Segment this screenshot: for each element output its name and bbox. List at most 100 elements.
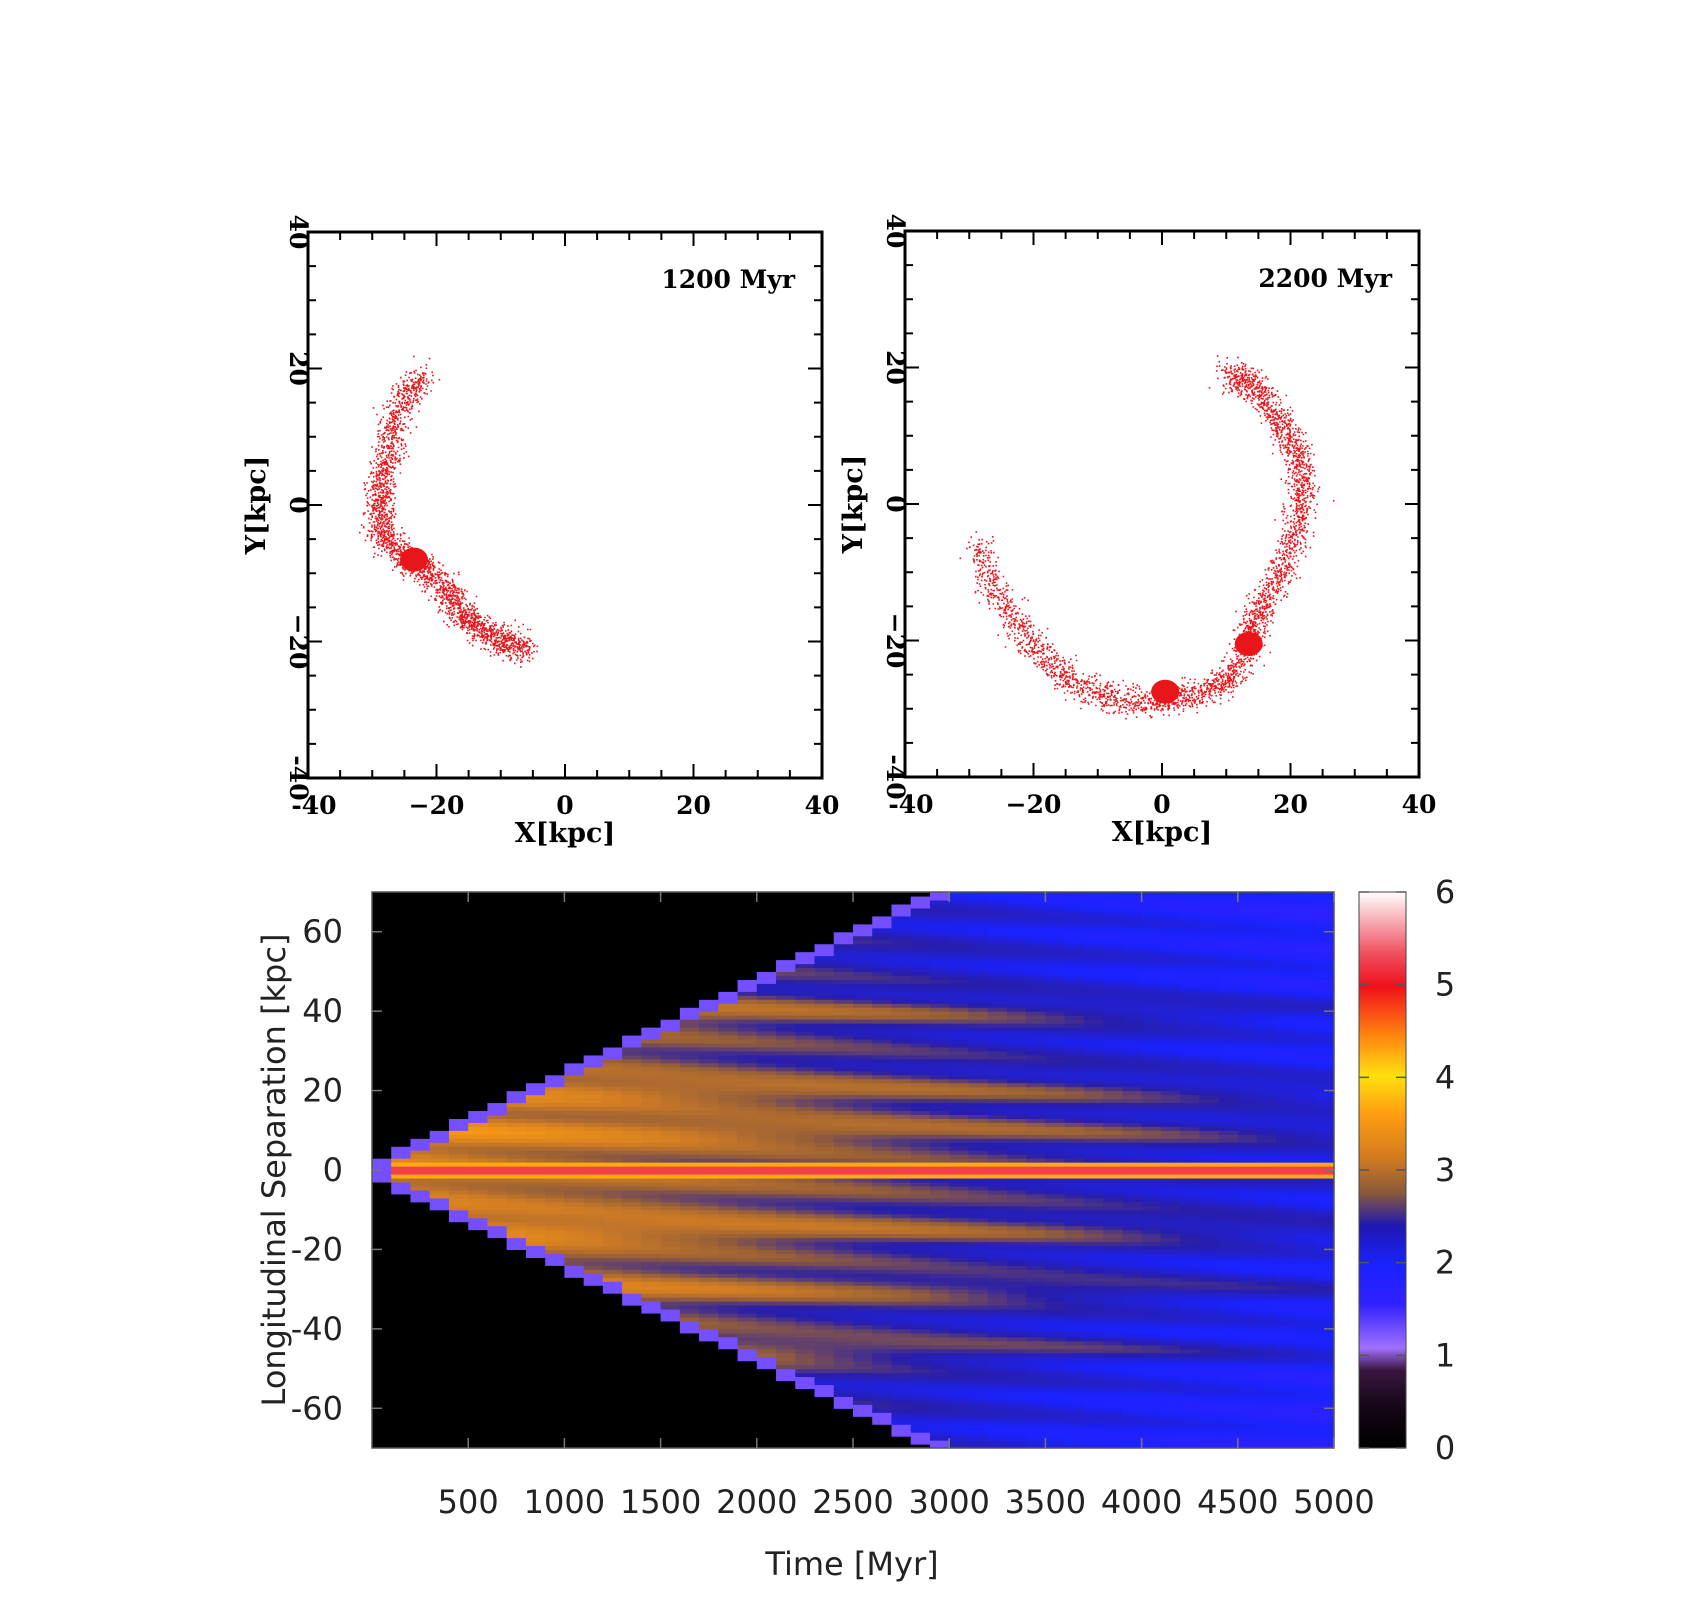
heatmap-cell: [968, 1277, 989, 1282]
heatmap-cell: [506, 1265, 527, 1270]
heatmap-cell: [756, 1285, 777, 1290]
heatmap-cell: [814, 1078, 835, 1084]
heatmap-cell: [391, 1229, 412, 1235]
heatmap-cell: [468, 1384, 489, 1390]
heatmap-cell: [699, 1118, 719, 1123]
heatmap-cell: [776, 1424, 796, 1429]
heatmap-cell: [833, 1197, 854, 1203]
heatmap-cell: [987, 1189, 1008, 1195]
heatmap-cell: [602, 947, 623, 953]
heatmap-cell: [564, 1241, 585, 1247]
heatmap-cell: [622, 1150, 642, 1155]
heatmap-cell: [391, 1253, 412, 1258]
heatmap-cell: [737, 1058, 758, 1064]
heatmap-cell: [564, 955, 585, 961]
heatmap-cell: [968, 1285, 989, 1290]
heatmap-cell: [776, 1011, 796, 1016]
heatmap-cell: [583, 1158, 604, 1163]
heatmap-cell: [968, 915, 989, 921]
heatmap-cell: [872, 1225, 893, 1231]
heatmap-cell: [679, 1170, 700, 1175]
heatmap-cell: [949, 1428, 970, 1433]
heatmap-cell: [391, 927, 412, 933]
heatmap-cell: [410, 1229, 431, 1235]
heatmap-cell: [1026, 1348, 1046, 1354]
heatmap-cell: [776, 1102, 796, 1108]
heatmap-cell: [583, 1285, 604, 1290]
heatmap-cell: [602, 1233, 623, 1239]
heatmap-cell: [641, 1436, 662, 1441]
heatmap-cell: [718, 1217, 739, 1223]
heatmap-cell: [853, 1420, 873, 1425]
heatmap-cell: [679, 1110, 700, 1115]
heatmap-cell: [776, 1173, 796, 1179]
heatmap-cell: [987, 1372, 1008, 1378]
heatmap-cell: [679, 1205, 700, 1211]
heatmap-cell: [506, 1320, 527, 1326]
heatmap-cell: [429, 899, 450, 905]
heatmap-cell: [487, 1412, 508, 1417]
heatmap-cell: [641, 1054, 662, 1060]
heatmap-cell: [833, 1162, 854, 1167]
heatmap-cell: [949, 1058, 970, 1064]
heatmap-cell: [737, 1205, 758, 1211]
heatmap-cell: [660, 1007, 681, 1012]
heatmap-cell: [448, 979, 469, 984]
heatmap-cell: [468, 1106, 489, 1112]
heatmap-cell: [987, 1269, 1008, 1274]
heatmap-cell: [776, 1082, 796, 1088]
heatmap-cell: [545, 1297, 565, 1302]
heatmap-cell: [1026, 1261, 1046, 1266]
heatmap-cell: [487, 1245, 508, 1251]
heatmap-cell: [372, 1404, 392, 1409]
heatmap-cell: [853, 1031, 873, 1036]
heatmap-cell: [814, 975, 835, 980]
heatmap-cell: [602, 1023, 623, 1028]
heatmap-cell: [641, 1285, 662, 1290]
heatmap-cell: [506, 1233, 527, 1239]
heatmap-cell: [679, 1181, 700, 1187]
heatmap-cell: [756, 1316, 777, 1322]
heatmap-cell: [679, 1011, 700, 1016]
heatmap-cell: [583, 1038, 604, 1044]
heatmap-cell: [833, 1336, 854, 1342]
heatmap-cell: [699, 1289, 719, 1294]
heatmap-cell: [660, 1352, 681, 1358]
heatmap-cell: [487, 963, 508, 969]
heatmap-cell: [718, 919, 739, 925]
heatmap-cell: [679, 1114, 700, 1119]
heatmap-cell: [795, 1177, 816, 1183]
heatmap-cell: [372, 892, 392, 897]
heatmap-cell: [391, 987, 412, 992]
heatmap-cell: [795, 1142, 816, 1147]
heatmap-cell: [872, 1249, 893, 1254]
heatmap-cell: [814, 1042, 835, 1048]
heatmap-cell: [795, 1102, 816, 1108]
heatmap-cell: [545, 1007, 565, 1012]
heatmap-cell: [410, 999, 431, 1004]
heatmap-cell: [872, 923, 893, 929]
heatmap-cell: [795, 935, 816, 941]
heatmap-cell: [602, 1368, 623, 1374]
heatmap-cell: [622, 1050, 642, 1056]
heatmap-cell: [929, 927, 950, 933]
heatmap-cell: [1026, 1376, 1046, 1382]
heatmap-cell: [583, 983, 604, 988]
heatmap-cell: [756, 1265, 777, 1270]
heatmap-cell: [833, 903, 854, 909]
heatmap-cell: [929, 1126, 950, 1131]
heatmap-cell: [1006, 935, 1027, 941]
heatmap-cell: [853, 1098, 873, 1104]
heatmap-cell: [660, 1074, 681, 1080]
heatmap-cell: [795, 1384, 816, 1390]
heatmap-cell: [872, 1384, 893, 1390]
heatmap-cell: [564, 1023, 585, 1028]
heatmap-cell: [968, 1344, 989, 1350]
heatmap-cell: [968, 1177, 989, 1183]
heatmap-cell: [372, 951, 392, 957]
heatmap-cell: [545, 927, 565, 933]
heatmap-cell: [622, 1281, 642, 1286]
heatmap-cell: [795, 1364, 816, 1370]
heatmap-cell: [410, 1245, 431, 1251]
heatmap-cell: [718, 1193, 739, 1199]
